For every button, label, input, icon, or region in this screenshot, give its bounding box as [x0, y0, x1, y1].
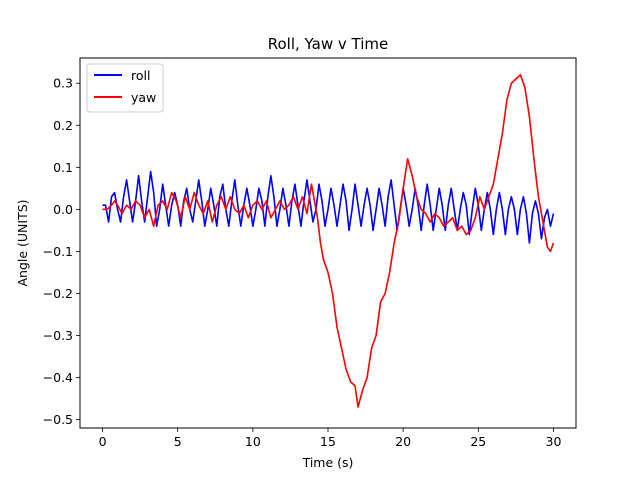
y-axis-label: Angle (UNITS) [15, 199, 30, 286]
x-tick-label: 15 [320, 434, 336, 449]
y-tick-label: −0.1 [43, 244, 73, 259]
y-tick-label: 0.0 [53, 202, 73, 217]
series-line-yaw [102, 74, 555, 408]
legend-label-roll: roll [131, 68, 150, 83]
x-tick-label: 30 [546, 434, 562, 449]
x-tick-label: 5 [174, 434, 182, 449]
y-tick-label: −0.2 [43, 286, 73, 301]
series-group [102, 74, 555, 408]
y-tick-label: 0.1 [53, 160, 73, 175]
x-axis-ticks: 0 5 10 15 20 25 30 [99, 428, 562, 449]
legend: roll yaw [86, 63, 164, 113]
chart-title: Roll, Yaw v Time [268, 35, 388, 53]
x-tick-label: 20 [395, 434, 411, 449]
x-tick-label: 10 [245, 434, 261, 449]
y-tick-label: 0.2 [53, 118, 73, 133]
x-axis-label: Time (s) [302, 455, 354, 470]
x-tick-label: 25 [470, 434, 486, 449]
y-tick-label: −0.5 [43, 412, 73, 427]
y-tick-label: −0.4 [43, 370, 73, 385]
y-tick-label: 0.3 [53, 76, 73, 91]
y-axis-ticks: −0.5 −0.4 −0.3 −0.2 −0.1 0.0 0.1 0.2 0.3 [43, 76, 80, 427]
y-tick-label: −0.3 [43, 328, 73, 343]
legend-label-yaw: yaw [131, 90, 156, 105]
x-tick-label: 0 [99, 434, 107, 449]
